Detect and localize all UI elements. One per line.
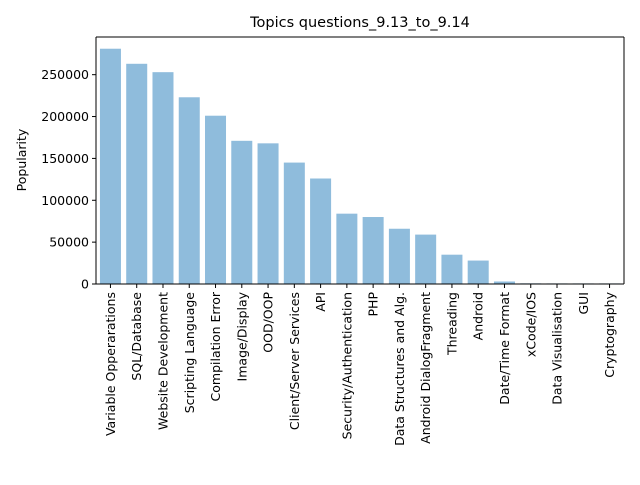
- bar-13: [441, 254, 463, 284]
- bar-0: [99, 48, 121, 284]
- bar-11: [388, 228, 410, 284]
- bar-8: [310, 178, 332, 284]
- bar-2: [152, 72, 174, 284]
- x-tick-label-19: Cryptography: [602, 291, 617, 377]
- x-tick-label-1: SQL/Database: [129, 292, 144, 381]
- bar-3: [178, 97, 200, 284]
- bar-10: [362, 217, 384, 284]
- y-tick-label-3: 150000: [41, 151, 89, 166]
- x-tick-label-17: Data Visualisation: [550, 292, 565, 405]
- y-tick-label-2: 100000: [41, 193, 89, 208]
- x-tick-label-13: Threading: [444, 292, 459, 356]
- x-tick-label-11: Data Structures and Alg.: [392, 292, 407, 446]
- y-tick-label-4: 200000: [41, 109, 89, 124]
- bar-4: [205, 115, 227, 285]
- x-tick-label-14: Android: [471, 292, 486, 340]
- bar-15: [493, 281, 515, 284]
- x-tick-label-15: Date/Time Format: [497, 292, 512, 405]
- x-tick-label-4: Compilation Error: [208, 291, 223, 401]
- x-tick-label-12: Android DialogFragment: [418, 292, 433, 444]
- x-tick-label-2: Website Development: [155, 292, 170, 430]
- bar-5: [231, 140, 253, 284]
- x-tick-label-6: OOD/OOP: [261, 292, 276, 353]
- bar-14: [467, 260, 489, 284]
- bar-6: [257, 143, 279, 284]
- plot-area: 0 50000 100000 150000 200000 250000 Variable O…: [41, 36, 625, 446]
- x-tick-label-3: Scripting Language: [182, 292, 197, 414]
- x-tick-label-7: Client/Server Services: [287, 292, 302, 430]
- chart-title: Topics questions_9.13_to_9.14: [249, 15, 470, 31]
- x-tick-label-18: GUI: [576, 292, 591, 315]
- x-tick-label-0: Variable Opperarations: [103, 292, 118, 436]
- x-tick-label-10: PHP: [366, 292, 381, 317]
- x-tick-label-16: xCode/IOS: [523, 292, 538, 357]
- bar-1: [126, 63, 148, 284]
- y-tick-label-5: 250000: [41, 67, 89, 82]
- bar-7: [283, 162, 305, 284]
- y-axis-label: Popularity: [14, 128, 29, 191]
- x-tick-label-9: Security/Authentication: [339, 292, 354, 439]
- x-tick-label-8: API: [313, 292, 328, 312]
- y-tick-label-1: 50000: [49, 235, 89, 250]
- bar-12: [415, 234, 437, 284]
- bar-9: [336, 213, 358, 284]
- y-tick-label-0: 0: [81, 277, 89, 292]
- x-tick-label-5: Image/Display: [234, 291, 249, 381]
